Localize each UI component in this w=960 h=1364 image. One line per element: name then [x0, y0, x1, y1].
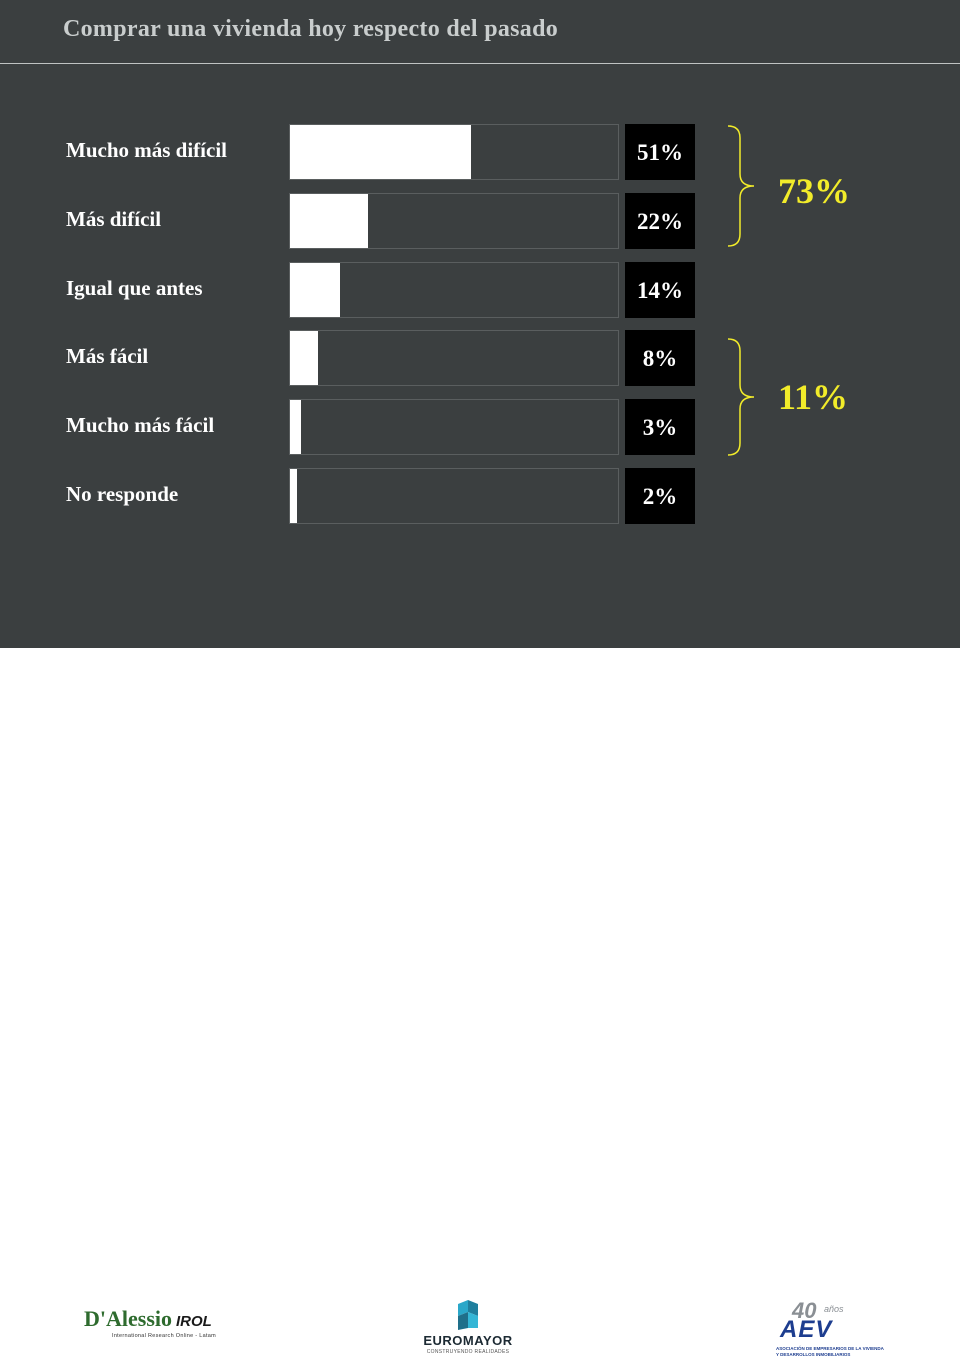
value-label: 14% — [637, 278, 683, 303]
logo-irol-text: IROL — [176, 1313, 212, 1330]
value-box — [625, 262, 695, 318]
category-label: No responde — [66, 482, 179, 506]
slide-background: Comprar una vivienda hoy respecto del pa… — [0, 0, 960, 648]
logo-dalessio-text: D'Alessio — [84, 1306, 172, 1331]
euromayor-mark-icon — [458, 1300, 478, 1330]
aev-anos-label: años — [824, 1304, 844, 1314]
aev-tagline-1: ASOCIACIÓN DE EMPRESARIOS DE LA VIVIENDA — [776, 1346, 884, 1351]
bar — [290, 400, 301, 454]
value-box — [625, 193, 695, 249]
aev-name: AEV — [780, 1316, 833, 1343]
group-total-easy: 11% — [778, 377, 849, 417]
bar — [290, 194, 368, 248]
group-brace-easy — [727, 338, 755, 456]
euromayor-name: EUROMAYOR — [423, 1333, 513, 1348]
bar-track — [289, 468, 619, 524]
value-box — [625, 124, 695, 180]
bar — [290, 331, 318, 385]
category-label: Mucho más fácil — [66, 413, 215, 437]
bar-track — [289, 399, 619, 455]
logo-dalessio-tagline: International Research Online - Latam — [112, 1333, 217, 1339]
title-divider — [0, 63, 960, 64]
bar-track — [289, 124, 619, 180]
aev-tagline-2: Y DESARROLLOS INMOBILIARIOS — [776, 1352, 851, 1357]
category-label: Más difícil — [66, 207, 162, 231]
category-label: Más fácil — [66, 344, 149, 368]
value-box — [625, 399, 695, 455]
footer: D'Alessio IROL International Research On… — [0, 648, 960, 1357]
euromayor-tagline: CONSTRUYENDO REALIDADES — [426, 1349, 510, 1355]
bar-track — [289, 193, 619, 249]
bar-track — [289, 330, 619, 386]
value-box — [625, 330, 695, 386]
bar — [290, 469, 297, 523]
group-total-difficult: 73% — [778, 171, 850, 211]
bar — [290, 263, 340, 317]
value-box — [625, 468, 695, 524]
value-label: 22% — [637, 209, 683, 234]
value-label: 2% — [642, 484, 678, 509]
group-brace-difficult — [727, 125, 755, 247]
value-label: 8% — [642, 346, 678, 371]
bar — [290, 125, 471, 179]
value-label: 3% — [642, 415, 678, 440]
value-label: 51% — [637, 140, 683, 165]
bar-track — [289, 262, 619, 318]
euromayor-logo: EUROMAYOR CONSTRUYENDO REALIDADES — [420, 1300, 516, 1362]
category-label: Mucho más difícil — [66, 138, 227, 162]
category-label: Igual que antes — [66, 276, 203, 300]
aev-logo: 40 años AEV ASOCIACIÓN DE EMPRESARIOS DE… — [776, 1300, 884, 1364]
dalessio-irol-logo: D'Alessio IROL International Research On… — [84, 1308, 234, 1348]
page-title: Comprar una vivienda hoy respecto del pa… — [63, 16, 559, 42]
